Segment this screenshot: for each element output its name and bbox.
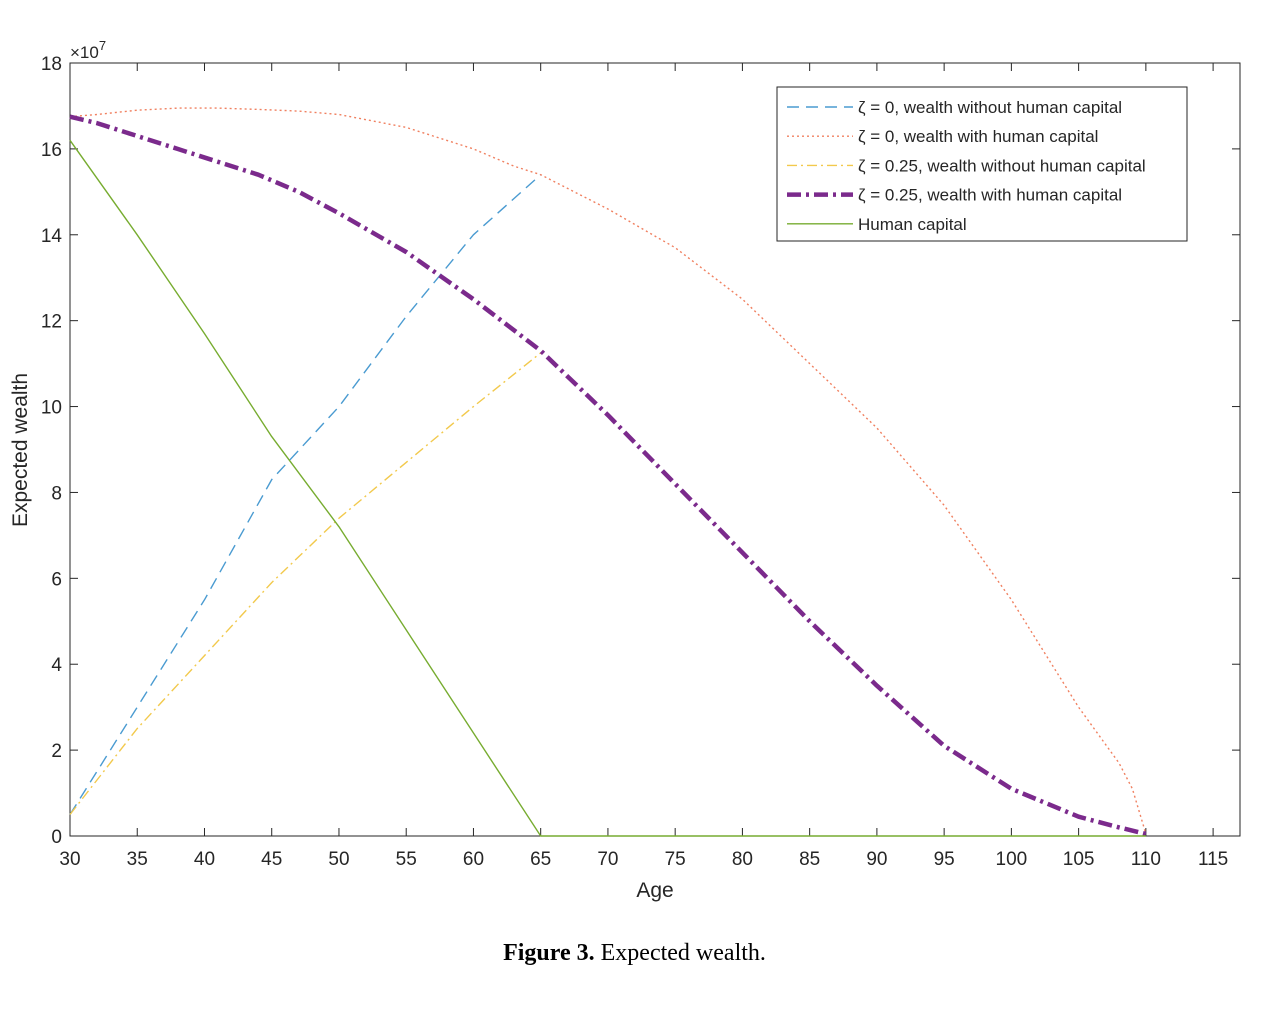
y-tick-label: 14 [41,226,63,247]
y-axis-exponent: ×107 [70,38,106,62]
series-layer [69,107,1147,837]
series-line-3 [69,352,542,815]
caption-text: Expected wealth. [594,940,766,966]
x-tick-label: 60 [463,849,484,870]
x-tick-label: 70 [597,849,618,870]
x-tick-label: 105 [1063,849,1095,870]
x-tick-label: 50 [328,849,349,870]
x-tick-label: 65 [530,849,551,870]
y-tick-label: 2 [51,741,62,762]
x-tick-label: 110 [1131,849,1161,870]
x-tick-label: 40 [194,849,215,870]
y-tick-label: 12 [41,312,62,333]
legend-entry-label: ζ = 0, wealth without human capital [858,98,1122,117]
legend: ζ = 0, wealth without human capital ζ = 0… [776,86,1188,242]
x-tick-label: 30 [59,849,80,870]
figure-caption: Figure 3. Expected wealth. [0,940,1269,967]
series-line-5 [69,139,1146,837]
legend-entry-label: ζ = 0.25, wealth without human capital [858,156,1146,175]
x-tick-label: 80 [732,849,753,870]
x-tick-label: 115 [1198,849,1228,870]
y-axis: 0 2 4 6 8 10 12 14 16 18 [41,54,1240,848]
legend-entry-label: Human capital [858,215,967,234]
y-tick-label: 18 [41,54,62,75]
y-tick-label: 8 [51,483,62,504]
x-tick-label: 45 [261,849,282,870]
chart: 30 35 40 45 50 55 60 65 70 75 80 85 90 95 100 105 110 115… [9,38,1241,902]
x-tick-label: 100 [996,849,1028,870]
legend-entry-label: ζ = 0, wealth with human capital [858,127,1098,146]
x-tick-label: 55 [396,849,417,870]
y-tick-label: 10 [41,398,62,419]
y-tick-label: 4 [51,655,62,676]
legend-box [776,86,1188,242]
x-tick-label: 95 [934,849,955,870]
y-tick-label: 6 [51,569,62,590]
x-tick-label: 85 [799,849,820,870]
y-axis-label: Expected wealth [9,373,32,527]
series-line-2 [69,107,1147,835]
x-tick-label: 35 [127,849,148,870]
x-axis: 30 35 40 45 50 55 60 65 70 75 80 85 90 95 100 105 110 115 [59,63,1228,870]
legend-entry-label: ζ = 0.25, wealth with human capital [858,186,1122,205]
series-line-1 [69,174,542,815]
y-tick-label: 0 [51,827,62,848]
y-tick-label: 16 [41,140,62,161]
x-axis-label: Age [636,879,673,902]
caption-label: Figure 3. [503,940,595,966]
x-tick-label: 90 [866,849,887,870]
x-tick-label: 75 [665,849,686,870]
